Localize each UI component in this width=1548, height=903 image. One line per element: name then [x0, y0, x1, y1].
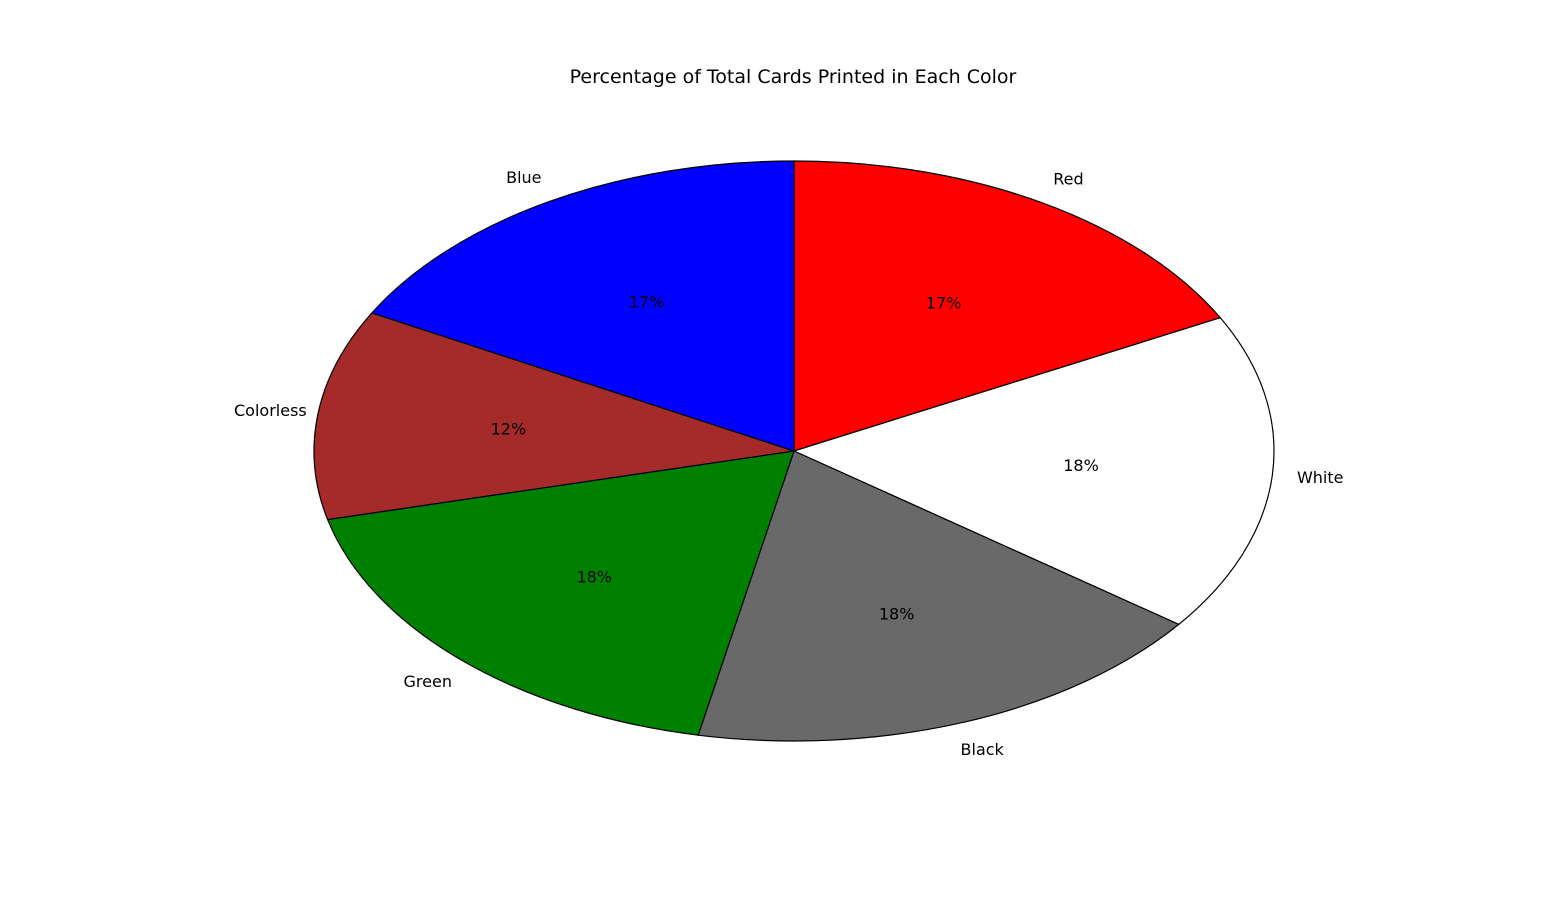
pie-slice-white — [792, 317, 1275, 626]
pie-slice-black — [697, 450, 1180, 742]
slice-label-red: Red — [1053, 169, 1083, 188]
slice-percent-white: 18% — [1063, 456, 1099, 475]
pie-slice-colorless — [313, 312, 795, 521]
slice-label-black: Black — [961, 740, 1005, 759]
chart-title: Percentage of Total Cards Printed in Eac… — [570, 66, 1017, 88]
pie-labels: Red 17% White 18% Black 18% Green 18% Colorless 1… — [234, 168, 1344, 759]
slice-percent-blue: 17% — [629, 293, 665, 312]
slice-label-blue: Blue — [506, 168, 541, 187]
slice-percent-black: 18% — [879, 605, 915, 624]
slice-label-green: Green — [404, 672, 452, 691]
slice-percent-red: 17% — [926, 293, 962, 312]
slice-percent-green: 18% — [576, 567, 612, 586]
slice-percent-colorless: 12% — [491, 420, 527, 439]
slice-label-white: White — [1297, 468, 1344, 487]
pie-slices — [313, 160, 1275, 742]
slice-label-colorless: Colorless — [234, 401, 307, 420]
pie-slice-red — [793, 160, 1222, 452]
pie-slice-green — [326, 450, 795, 736]
pie-slice-blue — [370, 160, 795, 452]
